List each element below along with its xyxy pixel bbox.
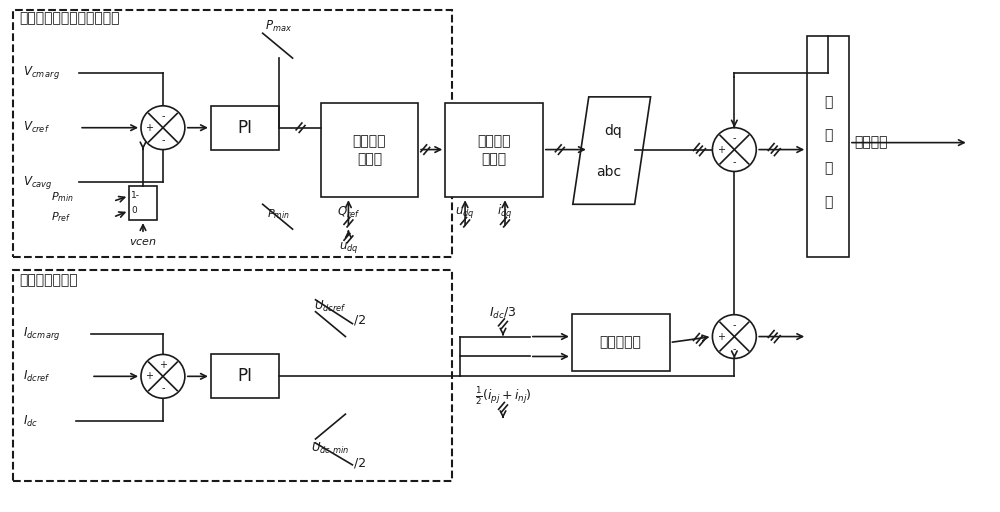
Text: $P_{ref}$: $P_{ref}$: [51, 210, 72, 224]
Circle shape: [141, 354, 185, 398]
Circle shape: [712, 315, 756, 358]
Text: abc: abc: [596, 165, 621, 179]
Text: $u_{dq}$: $u_{dq}$: [339, 240, 358, 254]
Text: 子模块电容电压平衡控制器: 子模块电容电压平衡控制器: [19, 11, 120, 25]
Text: -: -: [161, 135, 165, 145]
Polygon shape: [573, 97, 651, 204]
Text: $V_{cavg}$: $V_{cavg}$: [23, 174, 53, 191]
Text: -: -: [161, 383, 165, 393]
Text: 控制器: 控制器: [481, 152, 507, 166]
Text: +: +: [717, 332, 725, 342]
Text: $I_{dc}$: $I_{dc}$: [23, 414, 38, 429]
Text: +: +: [159, 360, 167, 370]
Text: 控: 控: [824, 129, 832, 142]
Text: /2: /2: [354, 313, 366, 326]
Text: $u_{dq}$: $u_{dq}$: [455, 205, 475, 220]
Text: PI: PI: [237, 367, 252, 386]
Text: 制: 制: [824, 162, 832, 176]
Bar: [320, 103, 418, 197]
Circle shape: [141, 106, 185, 150]
Bar: [445, 103, 543, 197]
Text: $V_{cm\,arg}$: $V_{cm\,arg}$: [23, 65, 61, 81]
Text: +: +: [145, 371, 153, 381]
Text: $V_{cref}$: $V_{cref}$: [23, 120, 50, 135]
Text: -: -: [733, 133, 736, 143]
Bar: [807, 36, 849, 257]
Text: +: +: [145, 123, 153, 133]
Text: 控制器: 控制器: [357, 152, 382, 166]
Text: 阀: 阀: [824, 95, 832, 110]
Text: $vcen$: $vcen$: [129, 237, 157, 247]
Text: $P_{min}$: $P_{min}$: [51, 190, 74, 204]
Bar: [129, 186, 157, 220]
Text: 内环电流: 内环电流: [477, 134, 511, 148]
Text: PI: PI: [237, 119, 252, 137]
Text: 环流抑制器: 环流抑制器: [600, 335, 642, 350]
Text: $I_{dc}/3$: $I_{dc}/3$: [489, 306, 517, 321]
Text: dq: dq: [604, 124, 622, 138]
Text: 0: 0: [131, 206, 137, 215]
Text: $\frac{1}{2}(i_{pj}+i_{nj})$: $\frac{1}{2}(i_{pj}+i_{nj})$: [475, 386, 531, 407]
Text: -: -: [733, 344, 736, 354]
Bar: [211, 106, 279, 150]
Text: 1-: 1-: [131, 191, 140, 200]
Text: /2: /2: [354, 456, 366, 470]
Text: $P_{max}$: $P_{max}$: [265, 19, 292, 34]
Text: $U_{dcref}$: $U_{dcref}$: [314, 299, 347, 314]
Text: 器: 器: [824, 195, 832, 209]
Text: -: -: [733, 157, 736, 166]
Text: $i_{dq}$: $i_{dq}$: [497, 203, 513, 221]
Bar: [13, 270, 452, 481]
Text: 外环功率: 外环功率: [353, 134, 386, 148]
Text: 触发脉冲: 触发脉冲: [854, 136, 888, 150]
Text: $Q_{ref}$: $Q_{ref}$: [337, 205, 360, 220]
Text: -: -: [733, 320, 736, 330]
Text: $I_{dcm\,arg}$: $I_{dcm\,arg}$: [23, 325, 61, 342]
Bar: [13, 10, 452, 257]
Text: $P_{min}$: $P_{min}$: [267, 207, 290, 221]
Text: +: +: [717, 144, 725, 155]
Text: $U_{dc\ min}$: $U_{dc\ min}$: [311, 441, 349, 457]
Text: $I_{dcref}$: $I_{dcref}$: [23, 369, 51, 384]
Bar: [572, 314, 670, 371]
Text: -: -: [161, 111, 165, 121]
Text: 直流电流控制器: 直流电流控制器: [19, 273, 78, 287]
Bar: [211, 354, 279, 398]
Circle shape: [712, 127, 756, 172]
